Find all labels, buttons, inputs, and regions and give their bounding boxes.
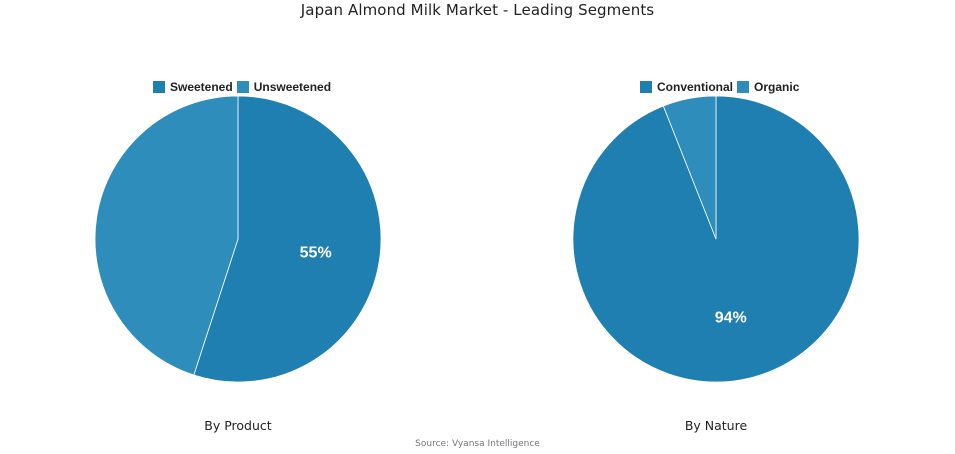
pie-slice-organic[interactable] [662,95,717,240]
caption-by-product: By Product [204,418,272,433]
legend-by-product: Sweetened Unsweetened [153,80,335,94]
data-label-sweetened: 55% [300,244,332,261]
legend-label-unsweetened: Unsweetened [253,80,332,94]
pie-slice-sweetened[interactable] [193,95,382,383]
legend-item-conventional[interactable]: Conventional [640,80,733,94]
legend-label-organic: Organic [754,80,800,94]
legend-item-unsweetened[interactable]: Unsweetened [236,80,332,94]
pie-slice-unsweetened[interactable] [94,95,239,376]
source-note: Source: Vyansa Intelligence [415,439,540,449]
legend-swatch-sweetened [153,81,165,93]
legend-swatch-organic [737,81,750,93]
legend-by-nature: Conventional Organic [640,80,803,94]
legend-swatch-conventional [640,81,652,93]
legend-item-sweetened[interactable]: Sweetened [153,80,233,94]
legend-label-sweetened: Sweetened [170,80,233,94]
page-title: Japan Almond Milk Market - Leading Segme… [300,1,655,19]
legend-item-organic[interactable]: Organic [737,80,799,94]
legend-swatch-unsweetened [236,81,249,93]
data-label-conventional: 94% [715,309,747,326]
caption-by-nature: By Nature [684,418,748,433]
legend-label-conventional: Conventional [657,80,734,94]
